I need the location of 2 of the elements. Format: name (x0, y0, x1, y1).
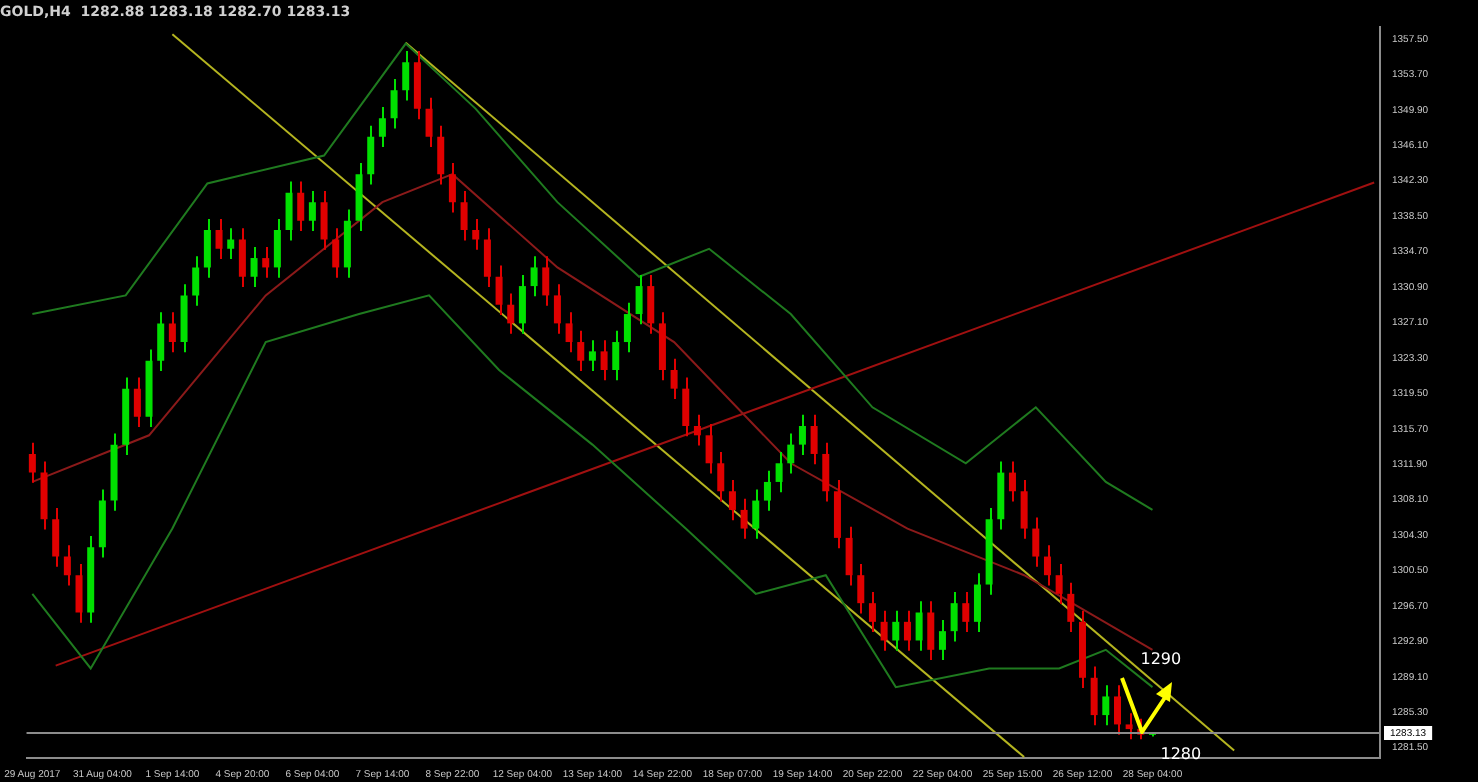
annotation: 1290 (1140, 650, 1182, 669)
annotation: 1280 (1160, 744, 1202, 763)
